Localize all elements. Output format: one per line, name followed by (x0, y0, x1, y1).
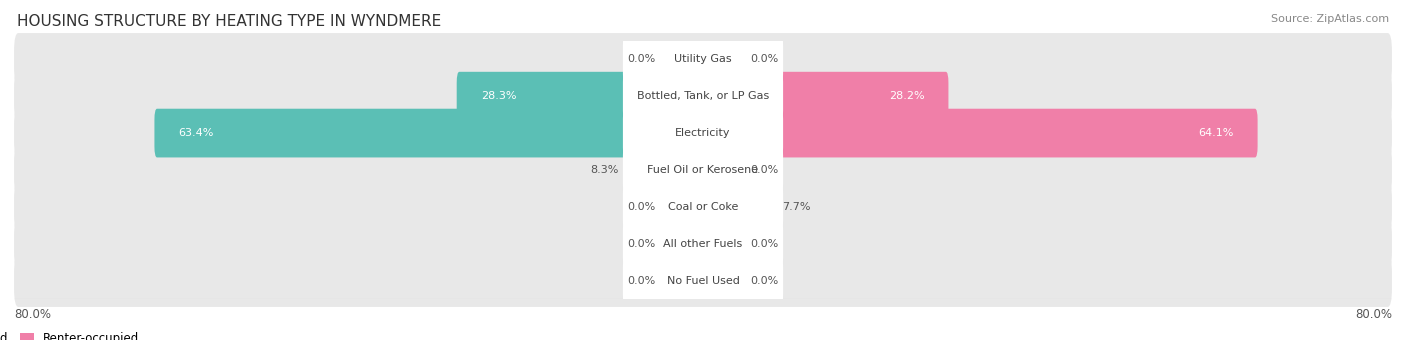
Text: All other Fuels: All other Fuels (664, 239, 742, 249)
FancyBboxPatch shape (700, 109, 1257, 157)
FancyBboxPatch shape (666, 256, 706, 305)
Text: 0.0%: 0.0% (627, 202, 655, 212)
FancyBboxPatch shape (14, 107, 1392, 159)
Text: 8.3%: 8.3% (591, 165, 619, 175)
FancyBboxPatch shape (700, 183, 772, 231)
FancyBboxPatch shape (14, 144, 1392, 196)
Text: 0.0%: 0.0% (627, 54, 655, 64)
Text: Utility Gas: Utility Gas (675, 54, 731, 64)
FancyBboxPatch shape (155, 109, 706, 157)
FancyBboxPatch shape (666, 219, 706, 268)
FancyBboxPatch shape (700, 72, 949, 121)
FancyBboxPatch shape (623, 219, 783, 269)
Text: Source: ZipAtlas.com: Source: ZipAtlas.com (1271, 14, 1389, 23)
Text: 0.0%: 0.0% (751, 276, 779, 286)
FancyBboxPatch shape (14, 70, 1392, 122)
Text: 63.4%: 63.4% (179, 128, 214, 138)
Text: 0.0%: 0.0% (751, 239, 779, 249)
FancyBboxPatch shape (14, 181, 1392, 233)
Text: 80.0%: 80.0% (1355, 308, 1392, 321)
Text: Fuel Oil or Kerosene: Fuel Oil or Kerosene (647, 165, 759, 175)
FancyBboxPatch shape (623, 71, 783, 121)
Text: 7.7%: 7.7% (782, 202, 811, 212)
FancyBboxPatch shape (623, 34, 783, 85)
Text: 80.0%: 80.0% (14, 308, 51, 321)
FancyBboxPatch shape (700, 256, 740, 305)
FancyBboxPatch shape (623, 145, 783, 195)
Text: 0.0%: 0.0% (751, 54, 779, 64)
FancyBboxPatch shape (623, 182, 783, 232)
Text: 64.1%: 64.1% (1198, 128, 1233, 138)
FancyBboxPatch shape (628, 146, 706, 194)
FancyBboxPatch shape (666, 183, 706, 231)
FancyBboxPatch shape (14, 33, 1392, 85)
FancyBboxPatch shape (457, 72, 706, 121)
FancyBboxPatch shape (14, 218, 1392, 270)
Text: HOUSING STRUCTURE BY HEATING TYPE IN WYNDMERE: HOUSING STRUCTURE BY HEATING TYPE IN WYN… (17, 14, 441, 29)
FancyBboxPatch shape (623, 108, 783, 158)
FancyBboxPatch shape (666, 35, 706, 84)
Text: 28.3%: 28.3% (481, 91, 516, 101)
Text: 0.0%: 0.0% (751, 165, 779, 175)
FancyBboxPatch shape (700, 35, 740, 84)
Text: 0.0%: 0.0% (627, 239, 655, 249)
FancyBboxPatch shape (623, 255, 783, 306)
Text: 0.0%: 0.0% (627, 276, 655, 286)
FancyBboxPatch shape (700, 219, 740, 268)
FancyBboxPatch shape (14, 255, 1392, 307)
FancyBboxPatch shape (700, 146, 740, 194)
Text: Coal or Coke: Coal or Coke (668, 202, 738, 212)
Text: 28.2%: 28.2% (889, 91, 924, 101)
Text: Bottled, Tank, or LP Gas: Bottled, Tank, or LP Gas (637, 91, 769, 101)
Legend: Owner-occupied, Renter-occupied: Owner-occupied, Renter-occupied (0, 328, 145, 340)
Text: Electricity: Electricity (675, 128, 731, 138)
Text: No Fuel Used: No Fuel Used (666, 276, 740, 286)
